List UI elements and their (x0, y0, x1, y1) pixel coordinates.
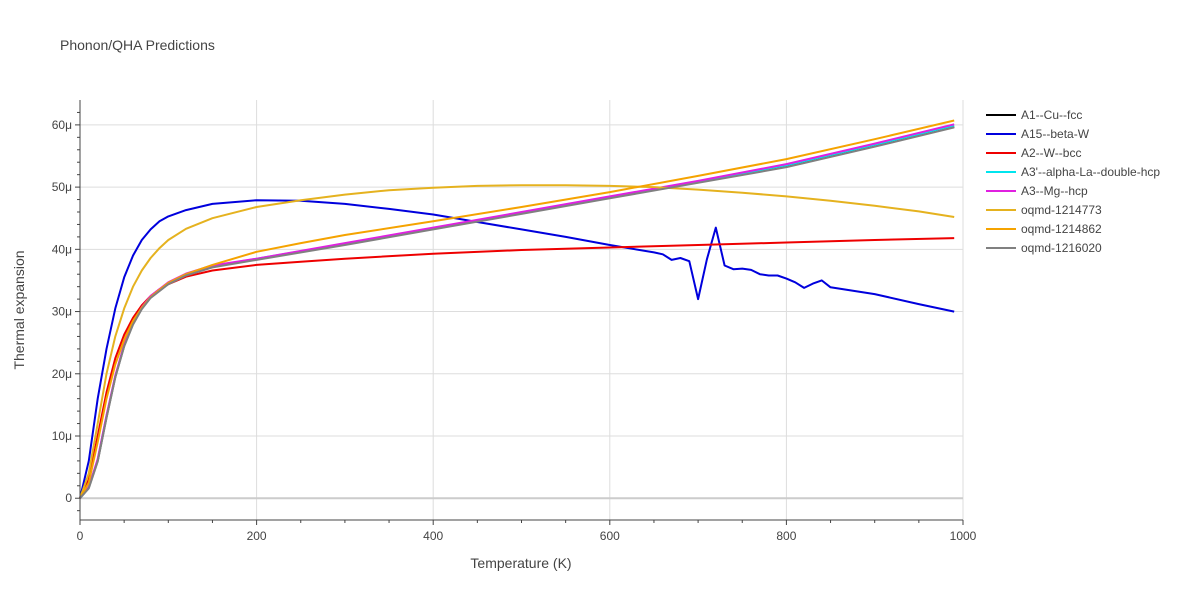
x-tick-label: 400 (423, 529, 443, 543)
y-axis-title: Thermal expansion (11, 250, 27, 369)
x-tick-label: 0 (77, 529, 84, 543)
legend-item-label: A1--Cu--fcc (1021, 108, 1082, 122)
series-lines (79, 119, 955, 499)
legend-item-label: A3'--alpha-La--double-hcp (1021, 165, 1160, 179)
legend-item-label: A15--beta-W (1021, 127, 1090, 141)
y-tick-label: 10μ (52, 429, 72, 443)
series-line-0 (79, 125, 955, 499)
legend-item-label: A2--W--bcc (1021, 146, 1081, 160)
y-tick-label: 60μ (52, 118, 72, 132)
x-tick-label: 1000 (950, 529, 977, 543)
legend-item-label: oqmd-1214773 (1021, 203, 1102, 217)
y-tick-label: 30μ (52, 305, 72, 319)
tick-labels: 0 200 400 600 800 1000 0 10μ 20μ 30μ 40μ 50μ 60μ (52, 118, 977, 543)
y-tick-label: 0 (65, 491, 72, 505)
x-tick-label: 200 (247, 529, 267, 543)
legend-item-label: oqmd-1214862 (1021, 222, 1102, 236)
x-axis-title: Temperature (K) (470, 555, 571, 571)
legend-item-label: A3--Mg--hcp (1021, 184, 1088, 198)
x-tick-label: 800 (776, 529, 796, 543)
grid (80, 100, 964, 520)
legend: A1--Cu--fcc A15--beta-W A2--W--bcc A3'--alp… (986, 108, 1160, 255)
y-tick-label: 20μ (52, 367, 72, 381)
axes (75, 100, 964, 525)
series-line-7 (79, 126, 955, 499)
x-tick-label: 600 (600, 529, 620, 543)
legend-item-label: oqmd-1216020 (1021, 241, 1102, 255)
y-tick-label: 40μ (52, 242, 72, 256)
series-line-6 (79, 119, 955, 499)
series-line-1 (79, 199, 955, 499)
series-line-5 (79, 184, 955, 499)
chart-title: Phonon/QHA Predictions (60, 37, 215, 53)
y-tick-label: 50μ (52, 180, 72, 194)
series-line-2 (79, 237, 955, 499)
